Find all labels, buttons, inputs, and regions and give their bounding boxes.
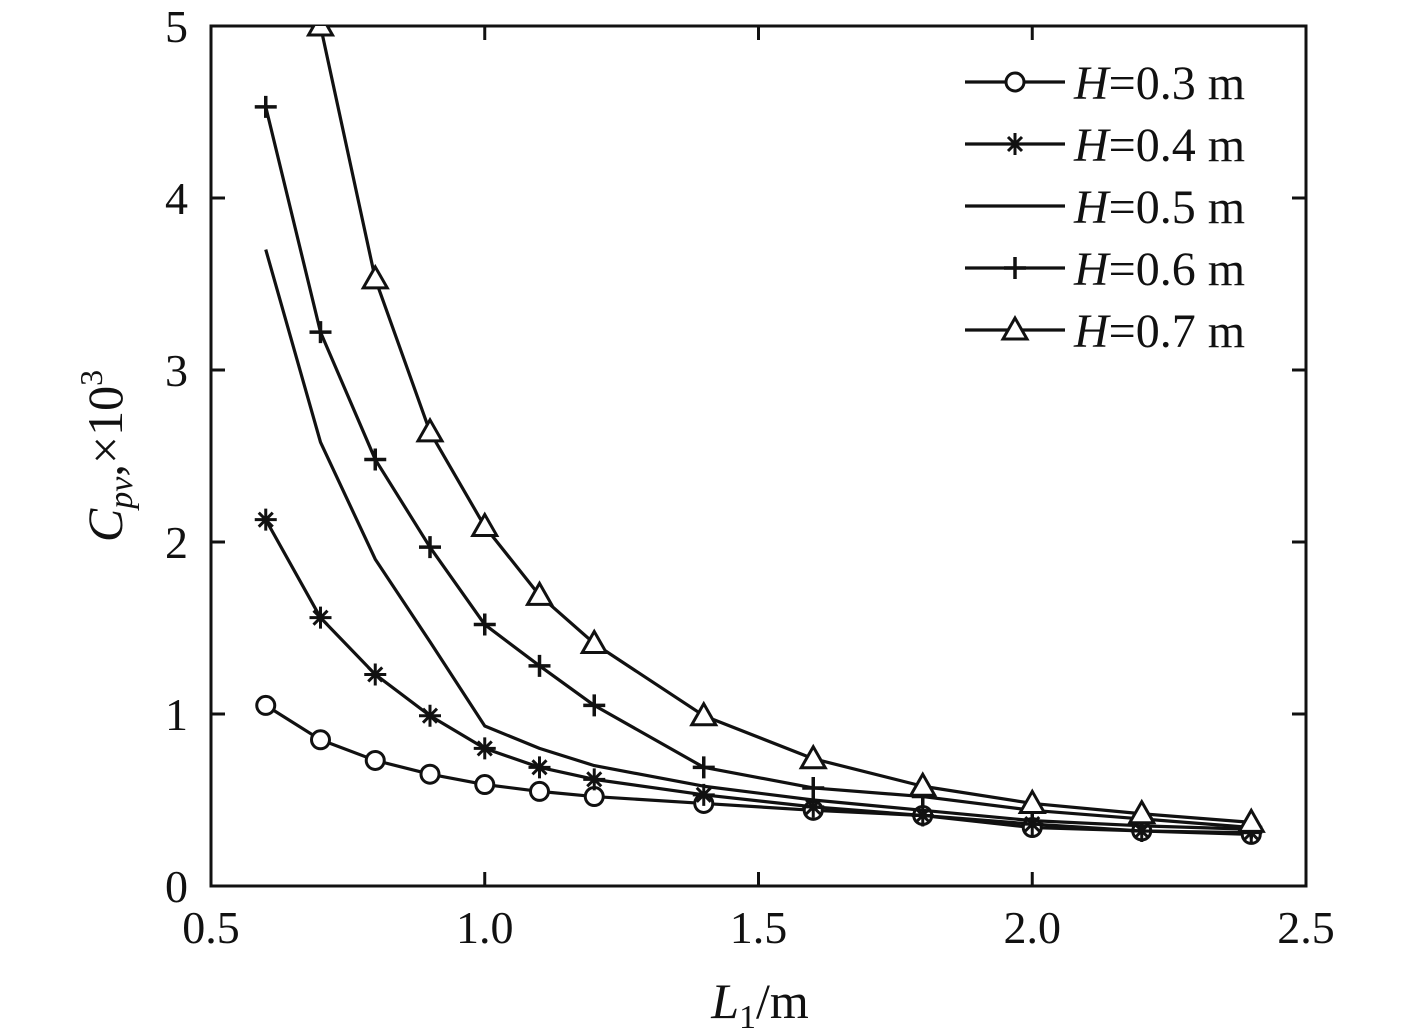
legend-entry: H=0.6 m [965,243,1245,296]
x-axis-label-symbol: L [710,973,739,1029]
data-point [802,795,825,818]
x-axis-label-unit: /m [756,973,809,1029]
data-point [419,704,441,727]
data-point [360,263,390,290]
x-tick-label: 2.0 [1004,902,1062,953]
data-point [802,776,825,799]
legend-label-value: =0.4 m [1109,119,1245,172]
series-layer [254,26,1266,845]
data-point [419,536,441,559]
x-tick-label: 1.5 [730,902,788,953]
data-point [309,321,332,344]
data-point [364,749,386,771]
legend-label-variable: H [1073,57,1111,110]
data-point [528,756,551,779]
data-point [692,783,715,806]
legend-swatch-marker [1004,257,1026,279]
legend-label-value: =0.5 m [1109,181,1245,234]
legend-entry: H=0.7 m [965,305,1245,358]
legend-label-value: =0.7 m [1109,305,1245,358]
legend-swatch-marker [1004,71,1026,93]
data-point [364,663,387,686]
x-axis-label: L1/m [710,973,809,1035]
legend-swatch-marker [1004,133,1026,155]
data-point [911,804,934,827]
data-point [474,774,496,796]
data-point [1236,807,1266,833]
y-axis-label-symbol: C [77,508,133,542]
series-1 [255,694,1262,845]
legend-label-variable: H [1073,119,1111,172]
data-point [524,580,555,606]
data-point [305,26,336,37]
x-tick-label: 0.5 [182,902,240,953]
series-line [264,518,1252,835]
legend-label: H=0.4 m [1073,119,1245,172]
data-point [470,511,500,538]
y-tick-label: 1 [165,689,188,740]
data-point [798,743,828,770]
data-point [473,613,496,636]
legend-swatch-marker [1000,314,1030,341]
y-tick-label: 5 [165,1,188,52]
data-point [529,780,550,802]
data-point [1127,798,1157,825]
y-tick-label: 0 [165,861,188,912]
axis-ticks: 0.5 1.0 1.5 2.0 2.5 0 1 2 3 4 5 [165,1,1335,953]
legend-label: H=0.3 m [1073,57,1245,110]
y-tick-label: 3 [165,345,188,396]
data-point [254,95,277,118]
y-axis-label-factor: ,×10 [77,386,133,477]
y-axis-label-superscript: 3 [73,370,109,386]
data-point [415,416,445,443]
legend: H=0.3 mH=0.4 mH=0.5 mH=0.6 mH=0.7 m [965,57,1245,358]
data-point [473,737,496,760]
data-point [528,654,551,677]
data-point [1017,788,1047,814]
y-tick-label: 2 [165,517,188,568]
legend-label-value: =0.6 m [1109,243,1245,296]
legend-label-value: =0.3 m [1109,57,1245,110]
series-5 [305,26,1266,833]
x-tick-label: 1.0 [456,902,514,953]
data-point [310,729,331,751]
data-point [1021,813,1044,836]
data-point [579,628,609,654]
y-axis-label: Cpv,×103 [73,370,140,542]
data-point [254,508,277,531]
data-point [419,763,441,785]
data-point [689,700,719,727]
data-point [364,448,387,471]
y-axis-label-subscript: pv [103,476,140,511]
data-point [908,771,938,797]
y-tick-label: 4 [165,173,188,224]
legend-entry: H=0.5 m [965,181,1245,234]
legend-label: H=0.7 m [1073,305,1245,358]
legend-label-variable: H [1073,181,1111,234]
x-tick-label: 2.5 [1277,902,1335,953]
legend-label-variable: H [1073,305,1111,358]
legend-entry: H=0.4 m [965,119,1245,172]
data-point [583,694,606,717]
legend-entry: H=0.3 m [965,57,1245,110]
x-axis-label-subscript: 1 [739,999,756,1035]
legend-label: H=0.5 m [1073,181,1245,234]
data-point [255,694,277,716]
data-point [692,756,715,779]
legend-label: H=0.6 m [1073,243,1245,296]
data-point [1130,819,1153,842]
data-point [583,768,606,791]
data-point [309,606,332,629]
legend-label-variable: H [1073,243,1111,296]
